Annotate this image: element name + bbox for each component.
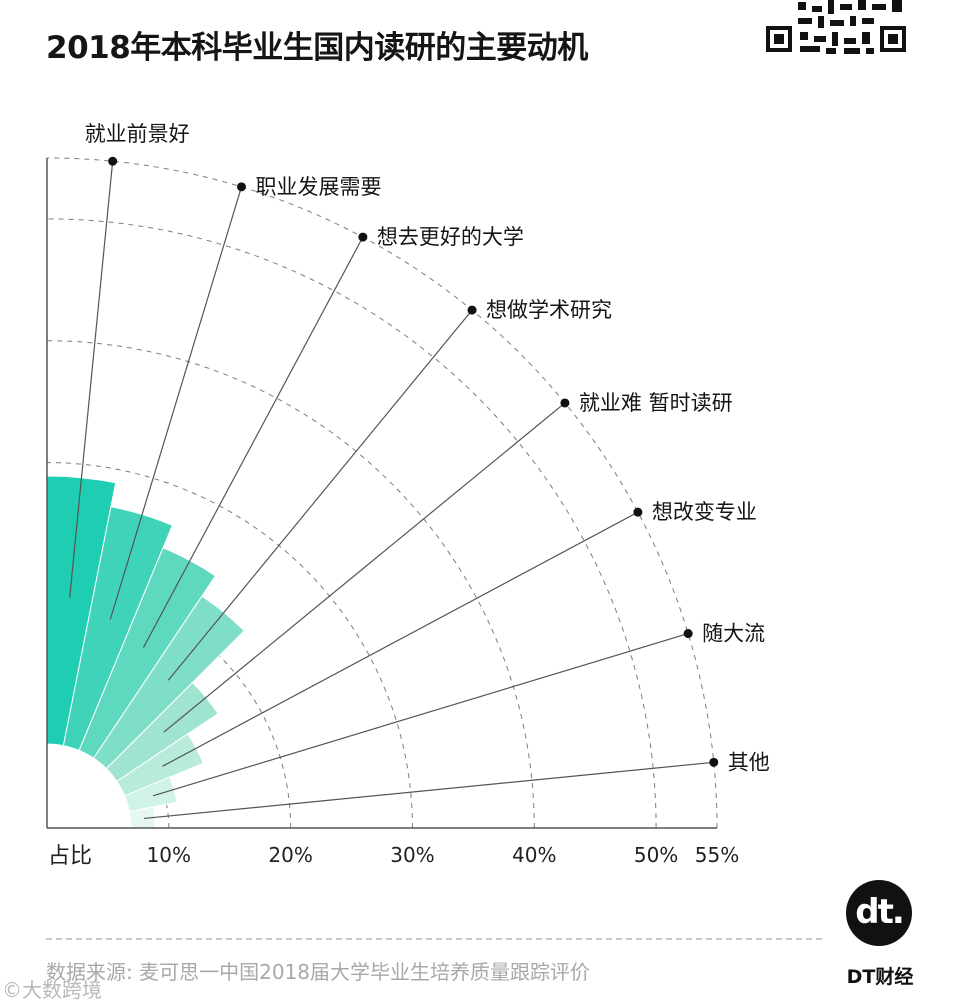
leader-dot	[683, 629, 693, 639]
category-label: 就业难 暂时读研	[579, 391, 733, 415]
leader-dot	[560, 398, 570, 408]
tick-labels: 10% 20% 30% 40% 50% 55%	[147, 843, 740, 867]
leader-lines	[69, 156, 719, 820]
category-label: 职业发展需要	[255, 175, 381, 199]
category-label: 想改变专业	[652, 500, 757, 524]
leader-line	[167, 309, 473, 681]
category-label: 想做学术研究	[486, 298, 612, 322]
tick-label: 20%	[268, 843, 312, 867]
tick-label: 10%	[147, 843, 191, 867]
bar-group	[46, 475, 245, 829]
gridline-arc	[46, 157, 718, 829]
leader-dot	[467, 305, 477, 315]
tick-label: 30%	[390, 843, 434, 867]
leader-line	[69, 161, 114, 598]
leader-dot	[236, 182, 246, 192]
qr-code-icon	[764, 0, 910, 56]
leader-line	[163, 402, 566, 733]
footer-divider	[46, 938, 822, 940]
chart-title: 2018年本科毕业生国内读研的主要动机	[46, 30, 588, 66]
leader-line	[152, 632, 689, 797]
tick-label: 40%	[512, 843, 556, 867]
value-axis-caption: 占比	[48, 844, 92, 869]
category-label: 其他	[728, 750, 770, 774]
leader-dot	[633, 507, 643, 517]
brand-logo-text: dt.	[855, 892, 904, 932]
leader-line	[143, 761, 714, 820]
leader-dot	[358, 232, 368, 242]
category-label: 随大流	[702, 622, 765, 646]
category-label: 就业前景好	[85, 122, 190, 146]
tick-label: 55%	[695, 843, 739, 867]
source-note: 数据来源: 麦可思一中国2018届大学毕业生培养质量跟踪评价	[46, 960, 590, 984]
leader-dot	[709, 757, 719, 767]
brand-name: DT财经	[846, 966, 914, 988]
corner-watermark: ©大数跨境	[2, 978, 102, 1002]
gridline-arc	[46, 340, 535, 829]
gridline-arc	[46, 218, 657, 829]
category-label: 想去更好的大学	[377, 225, 524, 249]
leader-line	[142, 236, 364, 648]
tick-label: 50%	[634, 843, 678, 867]
leader-line	[109, 186, 243, 620]
brand-logo-icon: dt.	[846, 880, 912, 946]
leader-dot	[108, 156, 118, 166]
leader-line	[162, 511, 639, 767]
